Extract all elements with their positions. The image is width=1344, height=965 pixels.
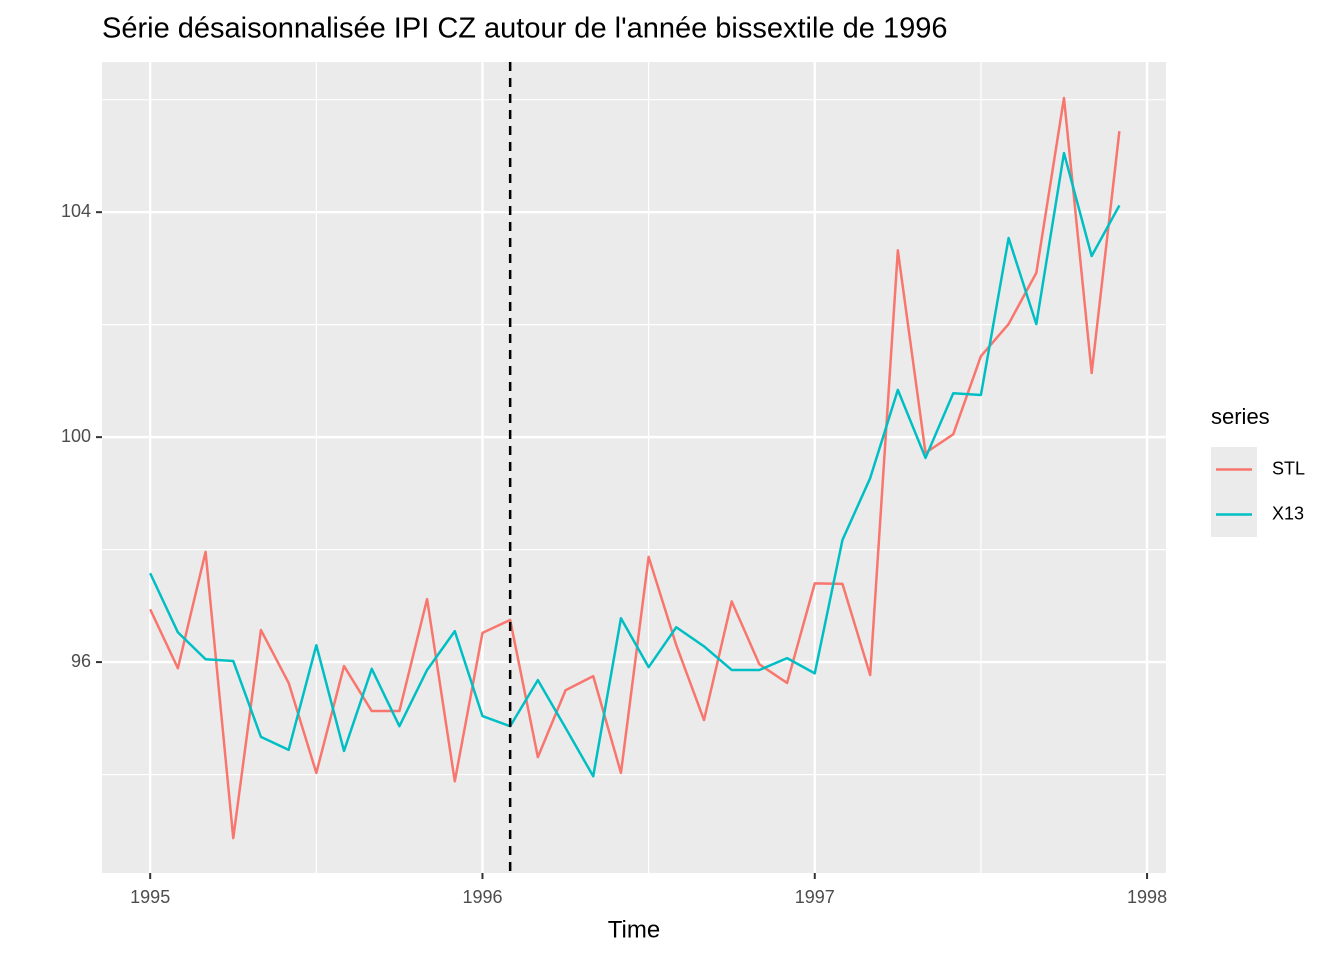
legend-label: STL: [1272, 458, 1305, 478]
legend-title: series: [1211, 404, 1270, 429]
chart-title: Série désaisonnalisée IPI CZ autour de l…: [102, 13, 947, 45]
x-tick-label: 1996: [462, 887, 502, 907]
y-tick-label: 96: [71, 651, 91, 671]
y-tick-label: 100: [61, 426, 91, 446]
x-tick-label: 1998: [1127, 887, 1167, 907]
x-tick-label: 1995: [130, 887, 170, 907]
legend-label: X13: [1272, 503, 1304, 523]
x-axis-label: Time: [608, 916, 660, 943]
series-line: [149, 151, 1121, 778]
series-line: [149, 96, 1121, 840]
y-tick-label: 104: [61, 201, 91, 221]
x-tick-label: 1997: [795, 887, 835, 907]
panel: [102, 62, 1166, 873]
